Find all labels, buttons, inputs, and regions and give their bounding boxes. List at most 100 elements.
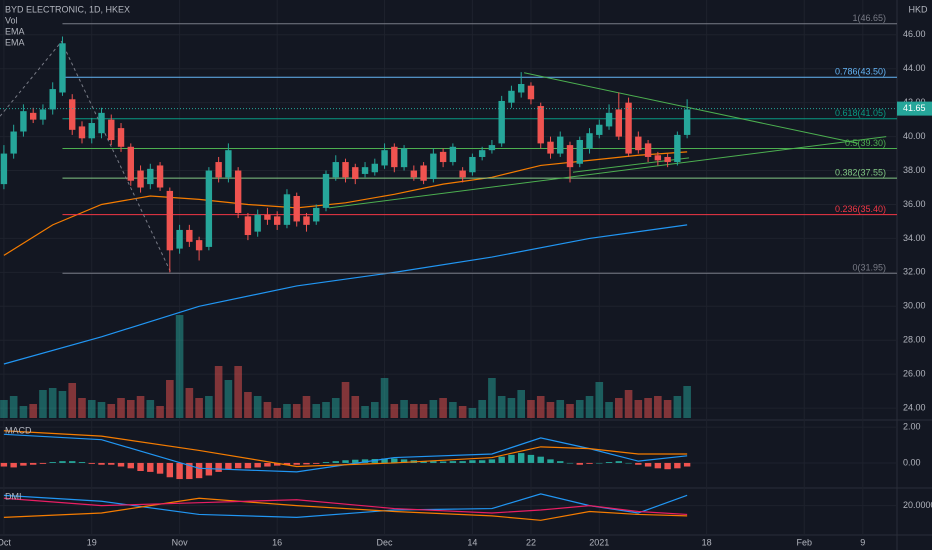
macd-histogram-bar xyxy=(137,462,144,471)
volume-bar xyxy=(566,404,574,418)
volume-bar xyxy=(224,380,233,418)
y-tick-label: 28.00 xyxy=(903,335,926,345)
volume-bar xyxy=(283,404,291,418)
macd-histogram-bar xyxy=(498,456,505,463)
volume-bar xyxy=(673,396,682,418)
candle-body xyxy=(469,156,476,173)
candle-body xyxy=(10,131,17,154)
volume-bar xyxy=(87,400,96,418)
macd-histogram-bar xyxy=(527,454,535,463)
candle-body xyxy=(225,150,232,178)
pane-title: MACD xyxy=(5,425,32,435)
currency: HKD xyxy=(908,4,928,14)
volume-bar xyxy=(58,391,67,418)
volume-bar xyxy=(370,402,379,418)
macd-histogram-bar xyxy=(322,462,330,463)
candle-body xyxy=(254,214,261,232)
volume-bar xyxy=(185,388,194,418)
candle-body xyxy=(615,109,623,137)
macd-histogram-bar xyxy=(108,462,115,465)
macd-histogram-bar xyxy=(166,462,174,478)
volume-bar xyxy=(575,400,584,418)
x-tick-label: 2021 xyxy=(589,537,609,547)
macd-histogram-bar xyxy=(625,462,632,464)
ema-line xyxy=(3,224,688,365)
candle-body xyxy=(557,136,564,154)
volume-bar xyxy=(478,400,486,418)
candle-body xyxy=(449,146,457,163)
y-tick-label: 40.00 xyxy=(903,131,926,141)
volume-bar xyxy=(136,396,145,418)
candle-body xyxy=(478,150,486,157)
dmi-line xyxy=(3,493,688,518)
x-tick-label: 9 xyxy=(860,537,865,547)
macd-histogram-bar xyxy=(0,462,8,467)
macd-histogram-bar xyxy=(29,462,37,465)
candle-body xyxy=(322,173,330,208)
candle-body xyxy=(683,109,691,135)
macd-histogram-bar xyxy=(596,462,603,464)
candle-body xyxy=(176,229,183,249)
volume-bar xyxy=(634,400,643,418)
candle-body xyxy=(420,165,427,181)
volume-bar xyxy=(546,402,555,418)
macd-histogram-bar xyxy=(127,462,134,469)
macd-histogram-bar xyxy=(10,462,17,468)
candle-body xyxy=(498,100,505,144)
candle-body xyxy=(283,194,291,225)
candle-body xyxy=(439,151,447,163)
x-tick-label: Nov xyxy=(172,537,189,547)
volume-bar xyxy=(117,398,125,418)
volume-bar xyxy=(0,400,8,418)
macd-histogram-bar xyxy=(381,458,388,463)
candle-body xyxy=(371,163,378,173)
candle-body xyxy=(400,148,408,168)
macd-histogram-bar xyxy=(615,461,623,463)
volume-bar xyxy=(654,396,662,418)
last-price-label: 41.65 xyxy=(903,103,926,113)
macd-histogram-bar xyxy=(557,461,564,463)
volume-bar xyxy=(68,383,77,418)
volume-bar xyxy=(331,398,340,418)
candle-body xyxy=(108,119,115,140)
candle-body xyxy=(391,146,398,168)
volume-bar xyxy=(48,388,57,418)
macd-histogram-bar xyxy=(215,462,222,472)
macd-histogram-bar xyxy=(234,462,242,469)
candle-body xyxy=(20,111,27,132)
volume-bar xyxy=(146,400,155,418)
volume-bar xyxy=(536,396,545,418)
candle-body xyxy=(342,162,349,178)
volume-bar xyxy=(19,406,28,418)
candle-body xyxy=(0,153,8,185)
volume-bar xyxy=(390,404,399,418)
volume-bar xyxy=(156,406,164,418)
volume-bar xyxy=(302,396,311,418)
macd-histogram-bar xyxy=(39,462,47,464)
candle-body xyxy=(156,165,164,188)
macd-line xyxy=(3,433,688,473)
volume-bar xyxy=(107,404,116,418)
volume-bar xyxy=(322,402,330,418)
fib-label: 0.618(41.05) xyxy=(835,108,886,118)
candle-body xyxy=(39,109,47,120)
candle-body xyxy=(127,146,134,181)
volume-bar xyxy=(517,390,526,418)
candle-body xyxy=(88,123,95,139)
macd-histogram-bar xyxy=(352,459,359,463)
macd-histogram-bar xyxy=(547,459,554,463)
candle-body xyxy=(537,106,544,144)
x-tick-label: 14 xyxy=(467,537,477,547)
candle-body xyxy=(352,167,359,180)
volume-bar xyxy=(234,366,242,418)
macd-histogram-bar xyxy=(78,462,86,463)
candle-body xyxy=(303,216,310,225)
macd-histogram-bar xyxy=(264,462,271,467)
candle-body xyxy=(293,196,300,222)
macd-histogram-bar xyxy=(156,462,164,474)
volume-bar xyxy=(361,406,369,418)
volume-bar xyxy=(126,400,135,418)
volume-bar xyxy=(458,406,467,418)
candle-body xyxy=(635,136,642,151)
macd-histogram-bar xyxy=(537,456,544,463)
